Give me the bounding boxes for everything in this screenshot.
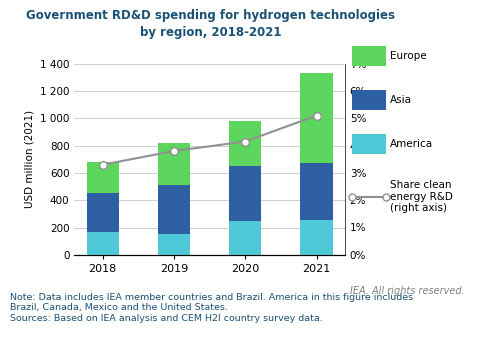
Bar [300,72,332,163]
Bar [87,232,119,255]
Bar [229,166,261,221]
Text: Share clean
energy R&D
(right axis): Share clean energy R&D (right axis) [390,180,453,213]
Bar [229,121,261,166]
Bar [300,220,332,255]
Text: Note: Data includes IEA member countries and Brazil. America in this figure incl: Note: Data includes IEA member countries… [10,293,413,323]
Y-axis label: USD million (2021): USD million (2021) [24,110,34,208]
Bar [158,143,190,185]
Bar [300,163,332,220]
Bar [87,162,119,193]
Bar [158,185,190,234]
Bar [87,193,119,232]
Text: Government RD&D spending for hydrogen technologies
by region, 2018-2021: Government RD&D spending for hydrogen te… [26,9,395,39]
Text: America: America [390,139,433,149]
Text: Europe: Europe [390,51,427,62]
Text: IEA. All rights reserved.: IEA. All rights reserved. [350,286,465,296]
Bar [158,234,190,255]
Bar [229,221,261,255]
Text: Asia: Asia [390,95,412,105]
